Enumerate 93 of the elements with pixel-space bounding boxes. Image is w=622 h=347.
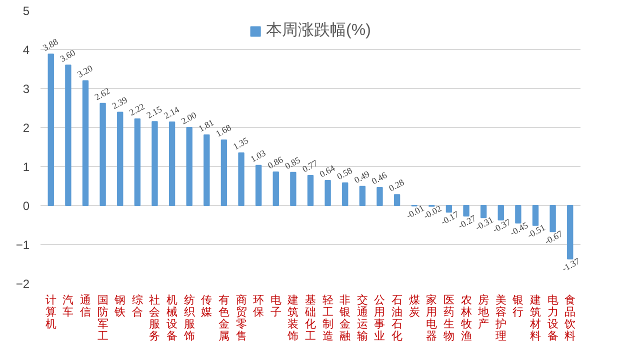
y-tick-label: −1 bbox=[16, 238, 30, 252]
x-tick-label: 建筑材料 bbox=[529, 294, 541, 342]
y-tick-label: −2 bbox=[16, 277, 30, 291]
x-tick-label: 商贸零售 bbox=[236, 294, 247, 342]
bar bbox=[567, 205, 574, 260]
bar bbox=[394, 194, 400, 206]
bar bbox=[152, 121, 158, 206]
x-tick-label: 社会服务 bbox=[149, 294, 160, 342]
bar bbox=[186, 127, 192, 206]
text: 0.64 bbox=[318, 162, 337, 180]
bar bbox=[376, 187, 383, 206]
y-tick-label: 1 bbox=[22, 160, 30, 174]
text: 3.88 bbox=[41, 36, 60, 53]
bar bbox=[515, 205, 522, 224]
x-tick-label: 医药生物 bbox=[443, 294, 454, 342]
text: 3.60 bbox=[58, 48, 77, 64]
text: 2.14 bbox=[162, 104, 181, 121]
x-tick-label: 食品饮料 bbox=[564, 294, 576, 342]
x-tick-label: 有色金属 bbox=[218, 294, 230, 342]
text: 0.85 bbox=[283, 154, 302, 172]
bar bbox=[272, 171, 279, 206]
text: 2.15 bbox=[144, 104, 164, 120]
text: 0.46 bbox=[370, 170, 389, 186]
bar bbox=[204, 134, 210, 206]
x-tick-label: 环保 bbox=[253, 294, 264, 318]
x-tick-label: 综合 bbox=[132, 294, 143, 318]
x-tick-label: 交通运输 bbox=[356, 294, 368, 342]
x-tick-label: 轻工制造 bbox=[322, 294, 334, 342]
bar bbox=[255, 164, 262, 206]
x-tick-label: 美容护理 bbox=[494, 294, 506, 342]
y-tick-label: 4 bbox=[22, 43, 30, 57]
text: -0.01 bbox=[404, 202, 426, 221]
text: 1.03 bbox=[248, 148, 268, 164]
bar bbox=[168, 122, 176, 206]
bar bbox=[48, 54, 54, 206]
x-tick-label: 国防军工 bbox=[97, 294, 108, 342]
text: 2.62 bbox=[92, 86, 112, 102]
text: -0.45 bbox=[508, 220, 530, 238]
x-tick-label: 纺织服饰 bbox=[182, 294, 195, 342]
bar bbox=[324, 180, 331, 206]
text: 2.22 bbox=[128, 101, 146, 118]
bar bbox=[359, 186, 366, 206]
x-tick-label: 家用电器 bbox=[426, 294, 438, 342]
bar bbox=[463, 205, 470, 217]
text: 0.86 bbox=[266, 154, 285, 171]
legend-label: 本周涨跌幅(%) bbox=[266, 20, 371, 41]
bar bbox=[307, 174, 314, 206]
bar bbox=[65, 64, 72, 206]
bar bbox=[117, 112, 124, 206]
x-tick-label: 机械设备 bbox=[166, 294, 178, 342]
x-tick-label: 通信 bbox=[80, 294, 91, 318]
bar bbox=[290, 172, 296, 206]
y-tick-label: 5 bbox=[22, 4, 30, 18]
bar bbox=[532, 205, 539, 226]
bar bbox=[446, 205, 452, 213]
x-tick-label: 非银金融 bbox=[338, 294, 351, 342]
text: 2.39 bbox=[110, 94, 129, 112]
bar bbox=[498, 205, 504, 220]
bar bbox=[550, 205, 556, 232]
x-tick-label: 房地产 bbox=[477, 294, 490, 330]
bar bbox=[82, 80, 89, 206]
bar bbox=[100, 102, 106, 206]
x-tick-label: 石油石化 bbox=[392, 294, 403, 342]
x-tick-label: 农林牧渔 bbox=[460, 294, 472, 342]
bar bbox=[220, 139, 228, 206]
text: 2.00 bbox=[180, 110, 198, 126]
text: 0.49 bbox=[352, 168, 372, 186]
text: -1.37 bbox=[560, 256, 582, 274]
y-tick-label: 3 bbox=[22, 82, 30, 96]
text: 0.28 bbox=[387, 177, 406, 194]
x-tick-label: 公用事业 bbox=[374, 294, 386, 342]
x-tick-label: 汽车 bbox=[62, 294, 74, 318]
bar bbox=[342, 182, 348, 206]
text: 0.77 bbox=[300, 158, 320, 174]
y-tick-label: 2 bbox=[22, 121, 30, 135]
x-tick-label: 计算机 bbox=[45, 294, 56, 330]
text: 1.35 bbox=[231, 135, 250, 152]
bar bbox=[238, 152, 244, 206]
y-tick-label: 0 bbox=[22, 199, 30, 213]
text: 3.20 bbox=[76, 63, 94, 80]
x-tick-label: 银行 bbox=[512, 294, 524, 318]
text: 1.68 bbox=[214, 122, 233, 139]
bar bbox=[134, 118, 141, 206]
x-tick-label: 电子 bbox=[270, 294, 282, 318]
x-tick-label: 电力设备 bbox=[547, 294, 558, 342]
x-tick-label: 传媒 bbox=[201, 294, 212, 318]
x-tick-label: 基础化工 bbox=[304, 294, 316, 342]
bar bbox=[480, 205, 487, 218]
x-tick-label: 建筑装饰 bbox=[286, 294, 299, 342]
text: 0.58 bbox=[335, 165, 354, 182]
x-tick-label: 钢铁 bbox=[114, 294, 126, 318]
text: 1.81 bbox=[196, 117, 216, 134]
x-tick-label: 煤炭 bbox=[408, 294, 420, 318]
